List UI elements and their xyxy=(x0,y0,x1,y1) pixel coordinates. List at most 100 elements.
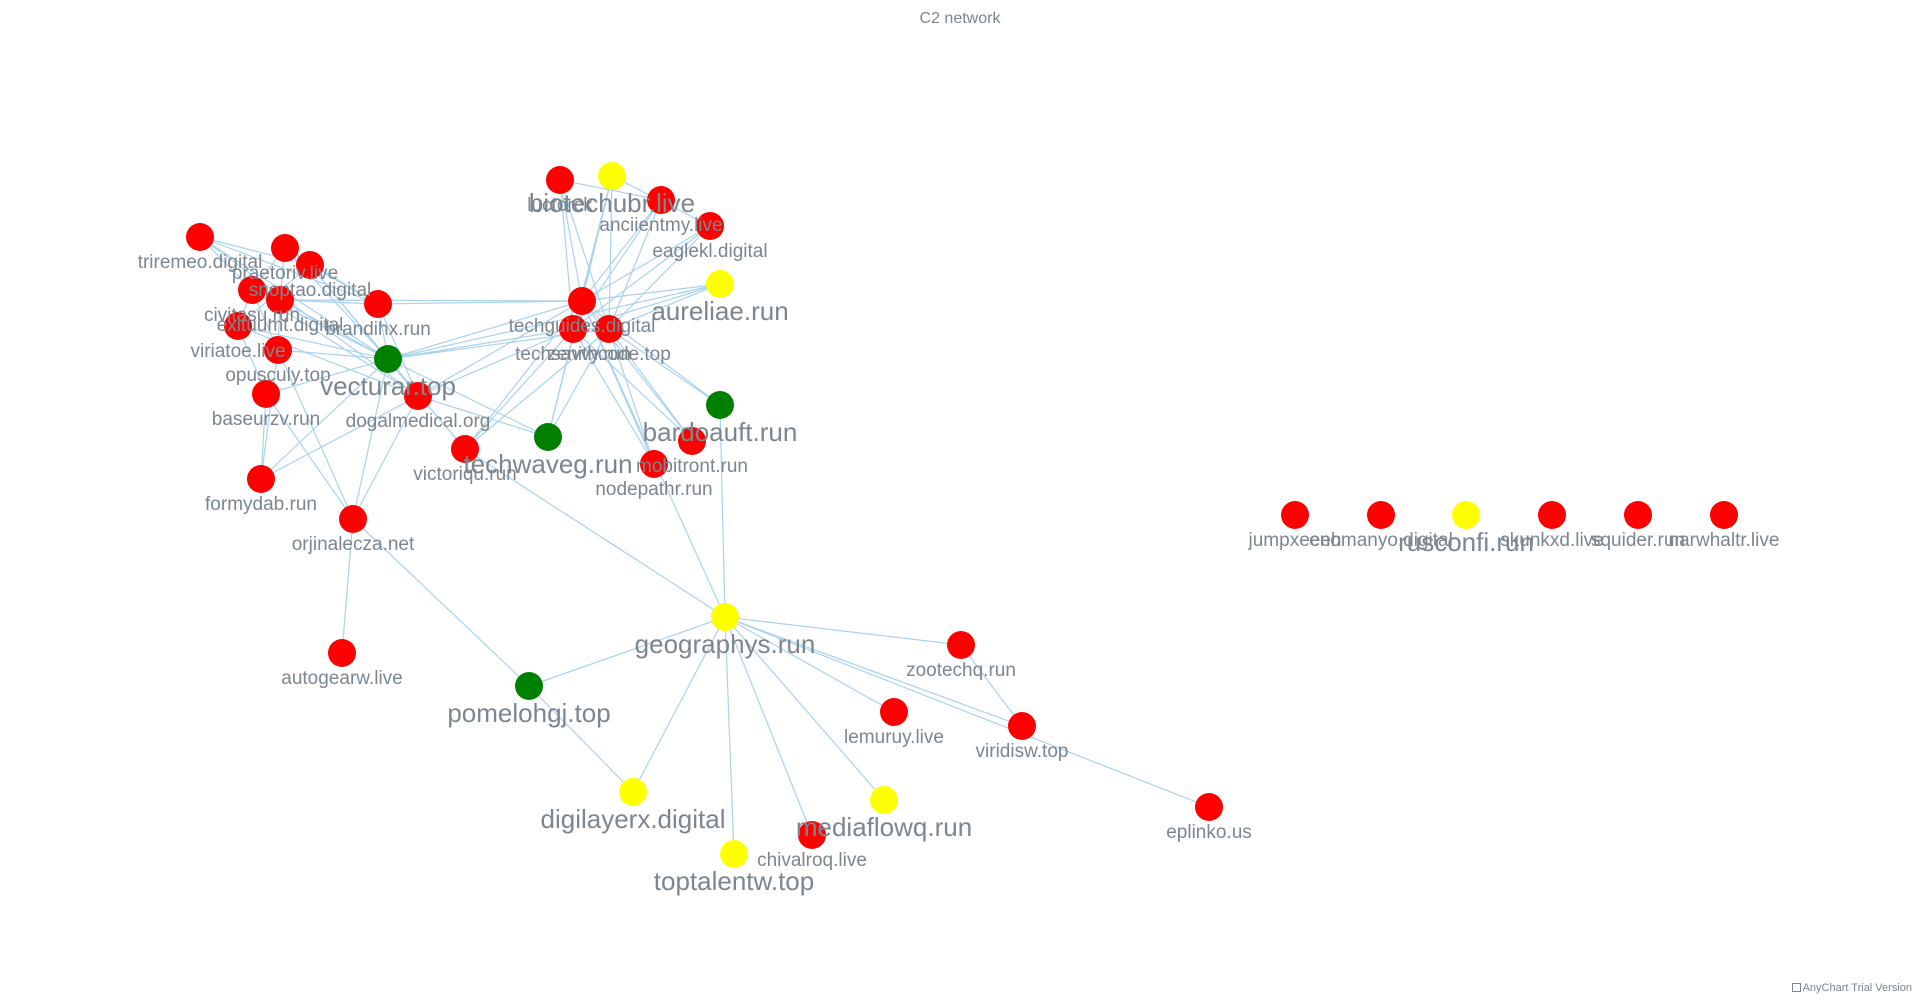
edge-luctorck--zenithcode.top xyxy=(559,179,610,330)
node-chivalroq.live[interactable] xyxy=(798,821,826,849)
node-biotechubr.live[interactable] xyxy=(598,162,626,190)
edge-baseurzv.run--orjinalecza.net xyxy=(265,393,354,520)
node-bardoauft.run[interactable] xyxy=(706,391,734,419)
node-formydab.run[interactable] xyxy=(247,465,275,493)
edge-techwaveg.run--zenithcode.top xyxy=(547,328,610,438)
node-label-squider.run: squider.run xyxy=(1591,530,1685,551)
edge-baseurzv.run--formydab.run xyxy=(260,393,267,480)
edge-zootechq.run--viridisw.top xyxy=(960,644,1023,727)
node-label-techwaveg.run: techwaveg.run xyxy=(463,449,632,479)
node-victoriqu.run[interactable] xyxy=(451,435,479,463)
node-label-pomelohgj.top: pomelohgj.top xyxy=(447,698,610,728)
node-viriatoe.live[interactable] xyxy=(224,312,252,340)
node-viridisw.top[interactable] xyxy=(1008,712,1036,740)
node-mobitront.run[interactable] xyxy=(678,427,706,455)
node-label-victoriqu.run: victoriqu.run xyxy=(413,464,517,485)
edge-aureliae.run--techguides.digital xyxy=(581,283,721,302)
node-label-narwhaltr.live: narwhaltr.live xyxy=(1669,530,1780,551)
edge-zenithcode.top--bardoauft.run xyxy=(608,328,721,406)
edge-geographys.run--pomelohgj.top xyxy=(528,616,726,687)
node-dogalmedical.org[interactable] xyxy=(404,382,432,410)
edge-brandihx.run--techguides.digital xyxy=(377,300,583,305)
edge-dogalmedical.org--techsavvy.run xyxy=(417,328,574,397)
node-label-chivalroq.live: chivalroq.live xyxy=(757,850,867,871)
node-nodepathr.run[interactable] xyxy=(640,450,668,478)
node-praetoriv.live[interactable] xyxy=(271,234,299,262)
node-label-civitasu.run: civitasu.run xyxy=(204,305,300,326)
edge-triremeo.digital--brandihx.run xyxy=(199,236,379,305)
node-label-praetoriv.live: praetoriv.live xyxy=(232,263,338,284)
node-baseurzv.run[interactable] xyxy=(252,380,280,408)
edge-dogalmedical.org--techwaveg.run xyxy=(417,395,549,438)
node-exituumt.digital[interactable] xyxy=(266,286,294,314)
edge-orjinalecza.net--dogalmedical.org xyxy=(352,395,419,520)
node-label-autogearw.live: autogearw.live xyxy=(281,668,402,689)
node-label-techguides.digital: techguides.digital xyxy=(509,316,656,337)
chart-title: C2 network xyxy=(919,10,1001,27)
node-autogearw.live[interactable] xyxy=(328,639,356,667)
credits[interactable]: AnyChart Trial Version xyxy=(1791,982,1912,994)
edge-triremeo.digital--vecturar.top xyxy=(199,236,389,360)
edge-anciientmy.live--zenithcode.top xyxy=(608,199,662,330)
node-rusconfi.run[interactable] xyxy=(1452,501,1480,529)
edge-geographys.run--toptalentw.top xyxy=(724,616,735,855)
node-label-skunkxd.live: skunkxd.live xyxy=(1500,530,1604,551)
node-enomanyo.digital[interactable] xyxy=(1367,501,1395,529)
edge-geographys.run--zootechq.run xyxy=(724,616,962,646)
node-label-eplinko.us: eplinko.us xyxy=(1166,822,1252,843)
node-zenithcode.top[interactable] xyxy=(595,315,623,343)
node-luctorck[interactable] xyxy=(546,166,574,194)
edge-orjinalecza.net--vecturar.top xyxy=(352,358,389,520)
node-mediaflowq.run[interactable] xyxy=(870,786,898,814)
node-brandihx.run[interactable] xyxy=(364,290,392,318)
node-techwaveg.run[interactable] xyxy=(534,423,562,451)
node-anciientmy.live[interactable] xyxy=(647,186,675,214)
edge-victoriqu.run--geographys.run xyxy=(464,448,726,618)
node-techguides.digital[interactable] xyxy=(568,287,596,315)
edge-vecturar.top--techwaveg.run xyxy=(387,358,549,438)
node-civitasu.run[interactable] xyxy=(238,276,266,304)
edge-zenithcode.top--nodepathr.run xyxy=(608,328,655,465)
node-label-baseurzv.run: baseurzv.run xyxy=(212,409,320,430)
edge-victoriqu.run--techsavvy.run xyxy=(464,328,574,450)
node-eplinko.us[interactable] xyxy=(1195,793,1223,821)
node-lemuruy.live[interactable] xyxy=(880,698,908,726)
node-label-dogalmedical.org: dogalmedical.org xyxy=(346,411,491,432)
edge-opusculy.top--orjinalecza.net xyxy=(277,349,354,520)
node-label-rusconfi.run: rusconfi.run xyxy=(1398,527,1534,557)
node-label-zootechq.run: zootechq.run xyxy=(906,660,1016,681)
node-geographys.run[interactable] xyxy=(711,603,739,631)
edge-geographys.run--eplinko.us xyxy=(724,616,1210,808)
node-aureliae.run[interactable] xyxy=(706,270,734,298)
node-eaglekl.digital[interactable] xyxy=(696,212,724,240)
node-squider.run[interactable] xyxy=(1624,501,1652,529)
node-label-exituumt.digital: exituumt.digital xyxy=(217,315,344,336)
edge-viriatoe.live--vecturar.top xyxy=(237,325,389,360)
node-triremeo.digital[interactable] xyxy=(186,223,214,251)
node-snoptao.digital[interactable] xyxy=(296,251,324,279)
edge-orjinalecza.net--pomelohgj.top xyxy=(352,518,530,687)
edge-dogalmedical.org--techguides.digital xyxy=(417,300,583,397)
node-opusculy.top[interactable] xyxy=(264,336,292,364)
edge-techsavvy.run--nodepathr.run xyxy=(572,328,655,465)
node-zootechq.run[interactable] xyxy=(947,631,975,659)
edge-baseurzv.run--vecturar.top xyxy=(265,358,389,395)
node-label-triremeo.digital: triremeo.digital xyxy=(138,252,263,273)
node-narwhaltr.live[interactable] xyxy=(1710,501,1738,529)
node-techsavvy.run[interactable] xyxy=(559,315,587,343)
edge-bardoauft.run--geographys.run xyxy=(719,404,726,618)
node-jumpxeeeh[interactable] xyxy=(1281,501,1309,529)
edge-exituumt.digital--vecturar.top xyxy=(279,299,389,360)
node-label-jumpxeeeh: jumpxeeeh xyxy=(1248,530,1342,551)
edge-aureliae.run--zenithcode.top xyxy=(608,283,721,330)
node-skunkxd.live[interactable] xyxy=(1538,501,1566,529)
node-label-bardoauft.run: bardoauft.run xyxy=(643,417,798,447)
node-orjinalecza.net[interactable] xyxy=(339,505,367,533)
node-label-zenithcode.top: zenithcode.top xyxy=(547,344,671,365)
node-digilayerx.digital[interactable] xyxy=(619,778,647,806)
node-vecturar.top[interactable] xyxy=(374,345,402,373)
node-label-snoptao.digital: snoptao.digital xyxy=(249,280,372,301)
node-toptalentw.top[interactable] xyxy=(720,840,748,868)
node-pomelohgj.top[interactable] xyxy=(515,672,543,700)
